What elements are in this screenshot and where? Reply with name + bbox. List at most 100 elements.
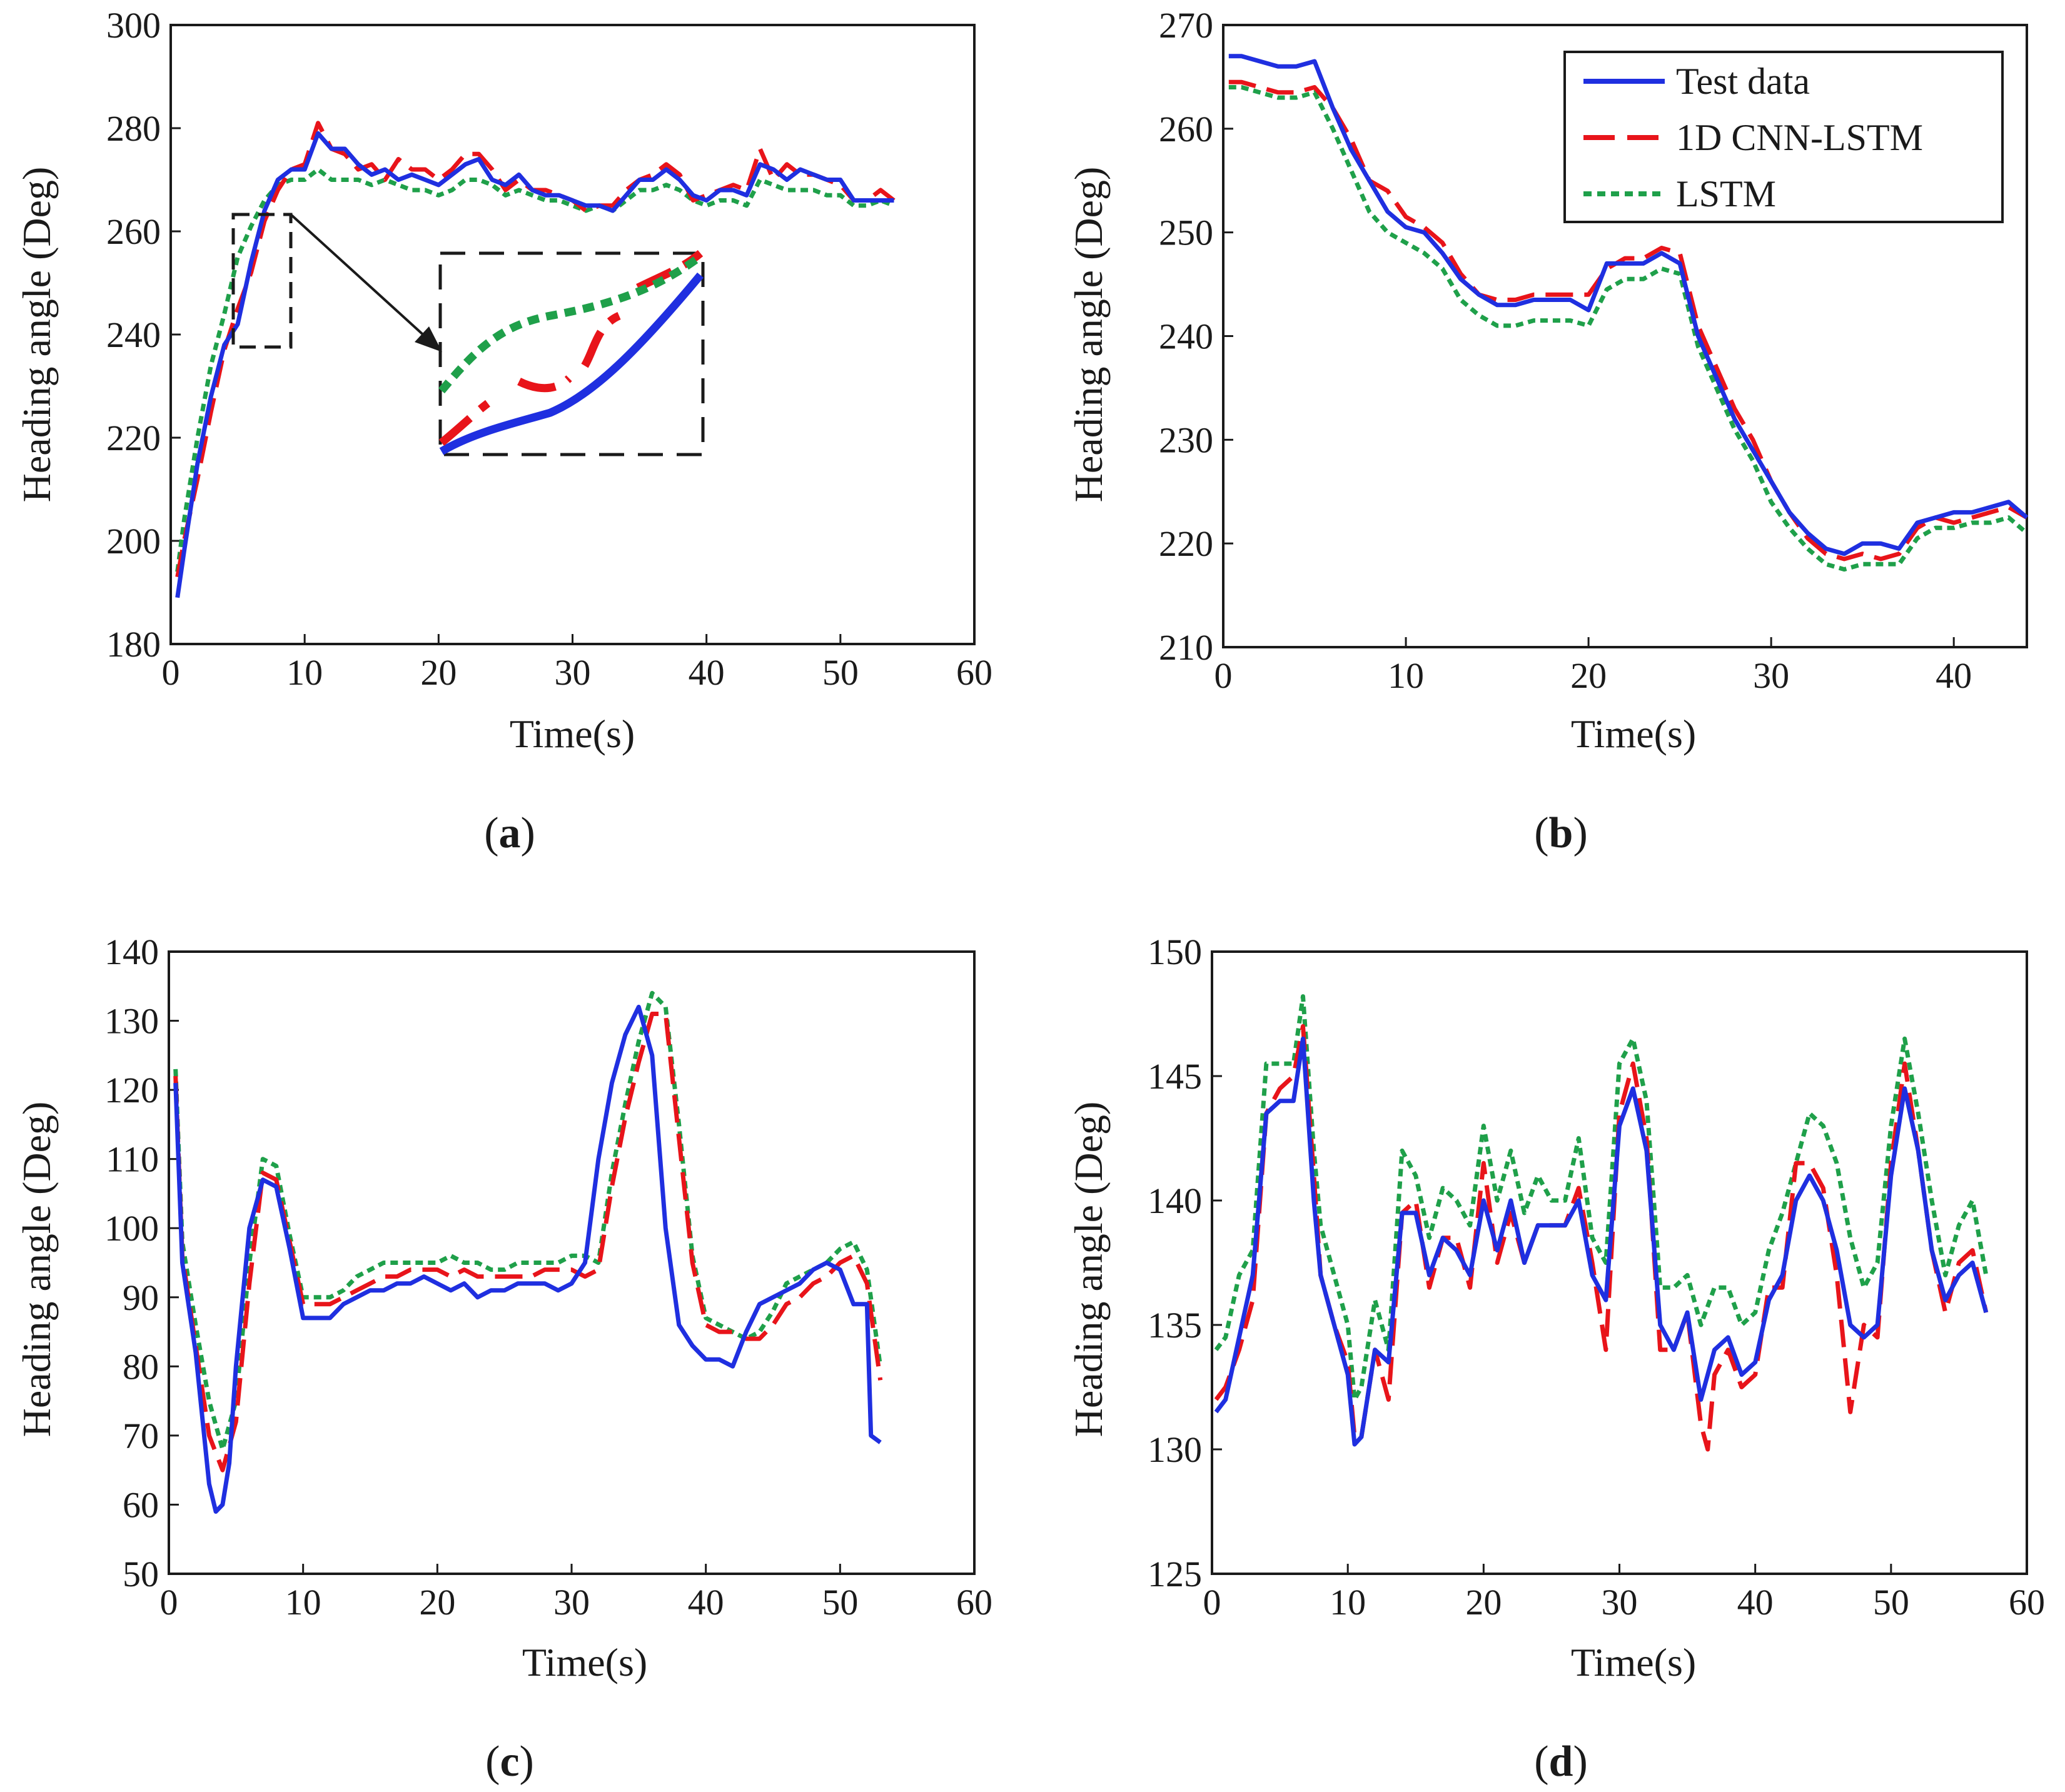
panel-a-zoom-cnn-lstm-line bbox=[438, 249, 704, 446]
panel-d-xtick-label: 20 bbox=[1465, 1582, 1502, 1623]
panel-a-zoom-arrowhead bbox=[415, 326, 442, 352]
panel-c-plot-frame bbox=[168, 950, 976, 1575]
panel-b-ytick-label: 260 bbox=[1159, 109, 1213, 149]
panel-c-ytick-label: 60 bbox=[123, 1484, 159, 1525]
panel-a-zoom-lstm-line bbox=[438, 253, 703, 394]
panel-a-xtick-label: 30 bbox=[555, 652, 591, 693]
panel-a-ytick-label: 280 bbox=[106, 108, 161, 149]
panel-a: 0 10 20 30 40 50 60 180 200 220 240 260 280 300 Time(… bbox=[14, 5, 992, 857]
panel-d-series-test-data bbox=[1214, 1036, 1989, 1447]
panel-a-ytick-label: 260 bbox=[106, 211, 161, 252]
panel-a-xlabel: Time(s) bbox=[510, 712, 635, 756]
panel-b-series-test-data bbox=[1228, 54, 2029, 556]
panel-d-xtick-label: 30 bbox=[1602, 1582, 1638, 1623]
panel-b-xtick-label: 40 bbox=[1936, 655, 1972, 696]
panel-d-ytick-label: 140 bbox=[1148, 1180, 1202, 1221]
panel-c-xtick-label: 50 bbox=[822, 1582, 858, 1623]
panel-a-ytick-label: 180 bbox=[106, 624, 161, 665]
panel-b-series bbox=[1228, 54, 2029, 572]
panel-c-ytick-label: 70 bbox=[123, 1416, 159, 1456]
legend-label-cnn-lstm: 1D CNN-LSTM bbox=[1676, 117, 1923, 158]
panel-c: 0 10 20 30 40 50 60 50 60 70 80 90 100 110 120 130 140 T… bbox=[14, 932, 992, 1786]
panel-a-xtick-label: 10 bbox=[286, 652, 323, 693]
panel-b-ytick-label: 230 bbox=[1159, 420, 1213, 460]
panel-a-xtick-label: 50 bbox=[822, 652, 859, 693]
panel-c-xtick-label: 0 bbox=[160, 1582, 178, 1623]
panel-a-xtick-label: 20 bbox=[420, 652, 457, 693]
panel-d-ytick-label: 150 bbox=[1148, 932, 1202, 972]
panel-a-label: (a) bbox=[484, 809, 535, 857]
panel-c-series-lstm bbox=[173, 990, 883, 1452]
panel-b-label: (b) bbox=[1534, 809, 1588, 857]
panel-a-xtick-label: 60 bbox=[956, 652, 992, 693]
panel-c-ytick-label: 120 bbox=[104, 1070, 159, 1110]
panel-c-series-1d-cnn-lstm bbox=[173, 1012, 883, 1472]
panel-d-xtick-label: 0 bbox=[1203, 1582, 1221, 1623]
panel-d-xlabel: Time(s) bbox=[1571, 1640, 1696, 1684]
panel-c-ytick-label: 100 bbox=[104, 1208, 159, 1249]
panel-b-axes: 0 10 20 30 40 210 220 230 240 250 260 270 Test data… bbox=[1066, 5, 2029, 857]
panel-c-xtick-label: 60 bbox=[956, 1582, 992, 1623]
panel-d-series-1d-cnn-lstm bbox=[1214, 1024, 1989, 1452]
panel-a-zoom-arrow bbox=[290, 213, 436, 346]
panel-b-series-1d-cnn-lstm bbox=[1228, 79, 2028, 561]
panel-b-xtick-label: 0 bbox=[1214, 655, 1233, 696]
panel-d-ticks: 0 10 20 30 40 50 60 125 130 135 140 145 150 bbox=[1148, 932, 2045, 1623]
panel-d-label: (d) bbox=[1534, 1738, 1588, 1786]
panel-a-axes: 0 10 20 30 40 50 60 180 200 220 240 260 280 300 Time(… bbox=[14, 5, 992, 857]
panel-c-xlabel: Time(s) bbox=[522, 1640, 647, 1684]
panel-b-xtick-label: 20 bbox=[1570, 655, 1607, 696]
panel-c-series bbox=[173, 990, 883, 1514]
panel-d-xtick-label: 60 bbox=[2009, 1582, 2045, 1623]
panel-a-ytick-label: 220 bbox=[106, 418, 161, 458]
panel-a-ytick-label: 300 bbox=[106, 5, 161, 46]
panel-a-xtick-label: 0 bbox=[162, 652, 180, 693]
panel-c-ytick-label: 80 bbox=[123, 1346, 159, 1387]
panel-d-xtick-label: 40 bbox=[1737, 1582, 1774, 1623]
panel-b-xtick-label: 10 bbox=[1388, 655, 1424, 696]
panel-d-ytick-label: 125 bbox=[1148, 1554, 1202, 1594]
legend-label-lstm: LSTM bbox=[1676, 173, 1776, 214]
panel-c-xtick-label: 10 bbox=[285, 1582, 321, 1623]
panel-b-ticks: 0 10 20 30 40 210 220 230 240 250 260 270 bbox=[1159, 5, 1972, 696]
panel-c-xtick-label: 40 bbox=[688, 1582, 724, 1623]
panel-c-ytick-label: 50 bbox=[123, 1554, 159, 1594]
panel-c-ytick-label: 130 bbox=[104, 1001, 159, 1042]
panel-a-zoom-test-data-line bbox=[439, 272, 704, 455]
panel-d-ylabel: Heading angle (Deg) bbox=[1066, 1102, 1111, 1437]
panel-c-xtick-label: 20 bbox=[419, 1582, 455, 1623]
panel-a-series bbox=[175, 121, 896, 598]
panel-a-ylabel: Heading angle (Deg) bbox=[14, 167, 59, 503]
panel-b-ytick-label: 210 bbox=[1159, 627, 1213, 668]
panel-a-zoom-source-box bbox=[231, 213, 293, 349]
panel-a-ticks: 0 10 20 30 40 50 60 180 200 220 240 260 280 300 bbox=[106, 5, 992, 693]
panel-c-ytick-label: 140 bbox=[104, 932, 159, 972]
panel-a-ytick-label: 240 bbox=[106, 315, 161, 355]
legend-label-test-data: Test data bbox=[1676, 61, 1810, 102]
panel-a-series-test-data bbox=[175, 131, 894, 598]
panel-c-ytick-label: 90 bbox=[123, 1277, 159, 1318]
panel-a-zoom-inset bbox=[231, 213, 705, 456]
panel-a-ytick-label: 200 bbox=[106, 521, 161, 561]
panel-d-xtick-label: 10 bbox=[1330, 1582, 1366, 1623]
panel-c-label: (c) bbox=[485, 1738, 534, 1786]
panel-c-ytick-label: 110 bbox=[106, 1139, 159, 1180]
panel-b-ytick-label: 220 bbox=[1159, 523, 1213, 564]
panel-b-ylabel: Heading angle (Deg) bbox=[1066, 167, 1111, 503]
panel-d-series bbox=[1214, 994, 1989, 1452]
panel-c-ticks: 0 10 20 30 40 50 60 50 60 70 80 90 100 110 120 130 140 bbox=[104, 932, 992, 1623]
panel-c-series-test-data bbox=[173, 1004, 882, 1514]
panel-d-ytick-label: 145 bbox=[1148, 1056, 1202, 1097]
panel-b-ytick-label: 250 bbox=[1159, 213, 1213, 253]
panel-b-series-lstm bbox=[1228, 85, 2029, 572]
panel-b: 0 10 20 30 40 210 220 230 240 250 260 270 Test data… bbox=[1066, 5, 2029, 857]
panel-d-series-lstm bbox=[1214, 994, 1989, 1402]
panel-c-xtick-label: 30 bbox=[553, 1582, 590, 1623]
panel-a-series-lstm bbox=[175, 167, 895, 572]
panel-b-xtick-label: 30 bbox=[1753, 655, 1789, 696]
panel-b-xlabel: Time(s) bbox=[1571, 712, 1696, 756]
panel-d-ytick-label: 130 bbox=[1148, 1429, 1202, 1470]
